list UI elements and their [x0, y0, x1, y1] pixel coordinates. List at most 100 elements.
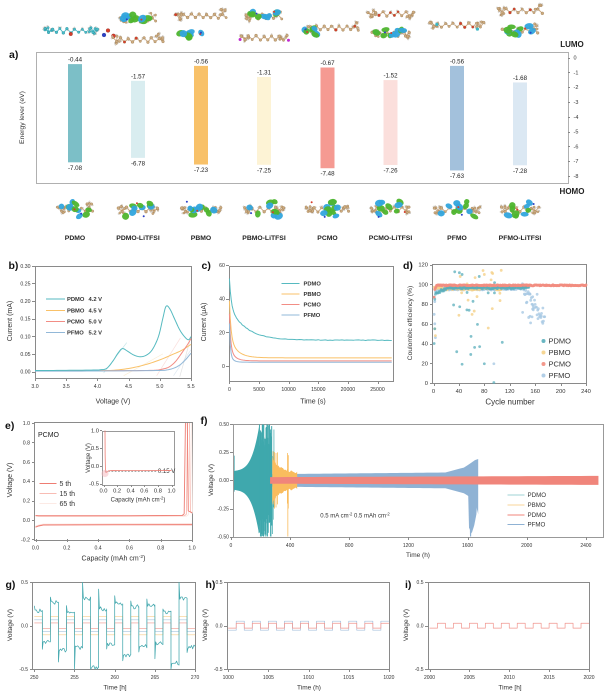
svg-text:800: 800	[345, 543, 354, 549]
svg-text:-8: -8	[574, 174, 579, 180]
svg-text:Time [h]: Time [h]	[103, 685, 126, 692]
svg-text:25000: 25000	[370, 387, 385, 393]
svg-text:5.5: 5.5	[187, 384, 194, 390]
svg-text:a): a)	[9, 49, 18, 61]
svg-text:-6.78: -6.78	[131, 160, 146, 167]
svg-text:1.0: 1.0	[91, 429, 99, 435]
svg-text:f): f)	[201, 415, 208, 427]
svg-text:0.25: 0.25	[20, 281, 30, 287]
svg-text:-0.5: -0.5	[214, 667, 223, 673]
svg-text:5.0: 5.0	[156, 384, 163, 390]
svg-text:-1.52: -1.52	[383, 73, 398, 80]
svg-text:1.0: 1.0	[167, 489, 175, 495]
svg-text:PDMO-LiTFSI: PDMO-LiTFSI	[116, 235, 160, 242]
svg-text:2005: 2005	[464, 675, 475, 681]
svg-text:0.8: 0.8	[157, 545, 164, 551]
svg-text:-0.5: -0.5	[19, 667, 28, 673]
svg-text:20: 20	[219, 330, 225, 336]
svg-text:0.5: 0.5	[21, 580, 28, 586]
svg-text:5000: 5000	[253, 387, 265, 393]
svg-text:Voltage (V): Voltage (V)	[86, 443, 92, 473]
svg-text:2000: 2000	[424, 675, 435, 681]
svg-text:PBMO-LiTFSI: PBMO-LiTFSI	[242, 235, 286, 242]
svg-text:0: 0	[432, 389, 435, 395]
svg-text:-0.56: -0.56	[450, 58, 465, 65]
svg-text:PBMO: PBMO	[304, 292, 322, 298]
svg-text:0.0: 0.0	[23, 518, 30, 524]
svg-text:0.4: 0.4	[94, 545, 101, 551]
svg-text:Time (s): Time (s)	[300, 399, 325, 406]
svg-text:400: 400	[286, 543, 295, 549]
svg-text:PFMO: PFMO	[528, 522, 546, 529]
svg-text:20000: 20000	[341, 387, 356, 393]
svg-text:-0.44: -0.44	[68, 57, 83, 64]
svg-text:2400: 2400	[580, 543, 591, 549]
svg-text:Cycle number: Cycle number	[485, 398, 535, 407]
svg-text:265: 265	[151, 675, 160, 681]
svg-text:Voltage (V): Voltage (V)	[403, 609, 410, 641]
svg-text:-1.68: -1.68	[513, 75, 528, 82]
svg-text:0: 0	[230, 543, 233, 549]
svg-text:Voltage (V): Voltage (V)	[202, 609, 209, 641]
svg-text:0.0: 0.0	[99, 489, 107, 495]
svg-text:PCMO-LiTFSI: PCMO-LiTFSI	[369, 235, 413, 242]
svg-text:0.30: 0.30	[20, 264, 30, 270]
svg-text:255: 255	[70, 675, 79, 681]
svg-text:-0.5: -0.5	[89, 482, 99, 488]
svg-text:-0.50: -0.50	[217, 535, 229, 541]
svg-text:0.15: 0.15	[20, 317, 30, 323]
svg-text:1.0: 1.0	[188, 545, 195, 551]
svg-text:e): e)	[5, 420, 14, 432]
svg-text:40: 40	[219, 297, 225, 303]
svg-text:0.5: 0.5	[417, 580, 424, 586]
svg-text:100: 100	[418, 282, 428, 288]
svg-text:0.2: 0.2	[113, 489, 121, 495]
svg-text:i): i)	[405, 579, 411, 591]
svg-text:0.0: 0.0	[417, 624, 424, 630]
svg-text:PCMO: PCMO	[549, 360, 572, 369]
svg-text:PFMO-LiTFSI: PFMO-LiTFSI	[499, 235, 542, 242]
svg-text:d): d)	[403, 260, 413, 272]
svg-text:4.2 V: 4.2 V	[89, 297, 103, 303]
svg-text:-4: -4	[574, 115, 579, 121]
svg-text:Current (mA): Current (mA)	[7, 301, 14, 341]
svg-text:-7.25: -7.25	[257, 167, 272, 174]
svg-text:20: 20	[422, 361, 428, 367]
svg-text:3.0: 3.0	[31, 384, 38, 390]
svg-text:PDMO: PDMO	[528, 512, 547, 519]
svg-text:0.20: 0.20	[20, 299, 30, 305]
svg-text:0.0: 0.0	[32, 545, 39, 551]
svg-text:Current (μA): Current (μA)	[201, 303, 208, 342]
svg-text:h): h)	[206, 579, 216, 591]
svg-text:0.25: 0.25	[219, 450, 229, 456]
svg-text:PDMO: PDMO	[67, 297, 85, 303]
svg-text:Voltage (V): Voltage (V)	[7, 609, 14, 641]
svg-text:PDMO: PDMO	[304, 281, 322, 287]
svg-text:-1.31: -1.31	[257, 70, 272, 77]
svg-text:0.00: 0.00	[20, 370, 30, 376]
svg-text:PCMO: PCMO	[304, 302, 322, 308]
svg-text:1000: 1000	[223, 675, 234, 681]
svg-text:-1.57: -1.57	[131, 73, 146, 80]
svg-text:80: 80	[422, 302, 428, 308]
svg-text:1005: 1005	[263, 675, 274, 681]
svg-text:-7.23: -7.23	[194, 167, 209, 174]
svg-text:0.50: 0.50	[219, 422, 229, 428]
svg-text:10000: 10000	[281, 387, 296, 393]
svg-text:PFMO: PFMO	[447, 235, 467, 242]
svg-text:-7.48: -7.48	[320, 171, 335, 178]
svg-text:-1: -1	[574, 70, 579, 76]
svg-text:PCMO: PCMO	[67, 319, 85, 325]
svg-text:5.2 V: 5.2 V	[89, 330, 103, 336]
svg-text:60: 60	[219, 263, 225, 269]
svg-text:0.4: 0.4	[23, 479, 30, 485]
svg-text:15000: 15000	[311, 387, 326, 393]
svg-text:PFMO: PFMO	[549, 371, 571, 380]
svg-text:260: 260	[111, 675, 120, 681]
svg-text:0.5 mA cm-2 0.5 mAh cm-2: 0.5 mA cm-2 0.5 mAh cm-2	[320, 511, 390, 519]
svg-text:Time [h]: Time [h]	[498, 685, 521, 692]
svg-text:0: 0	[574, 56, 577, 62]
svg-text:5.0 V: 5.0 V	[89, 319, 103, 325]
svg-text:-0.25: -0.25	[217, 506, 229, 512]
svg-text:-0.56: -0.56	[194, 58, 209, 65]
